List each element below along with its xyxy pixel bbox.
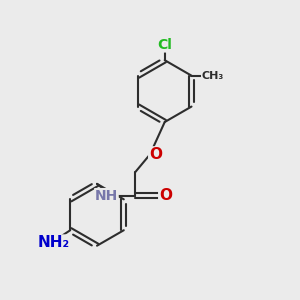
Text: NH₂: NH₂ [38, 235, 70, 250]
Text: CH₃: CH₃ [202, 71, 224, 81]
Text: O: O [149, 147, 162, 162]
Text: O: O [159, 188, 172, 203]
Text: NH: NH [95, 189, 118, 202]
Text: Cl: Cl [157, 38, 172, 52]
